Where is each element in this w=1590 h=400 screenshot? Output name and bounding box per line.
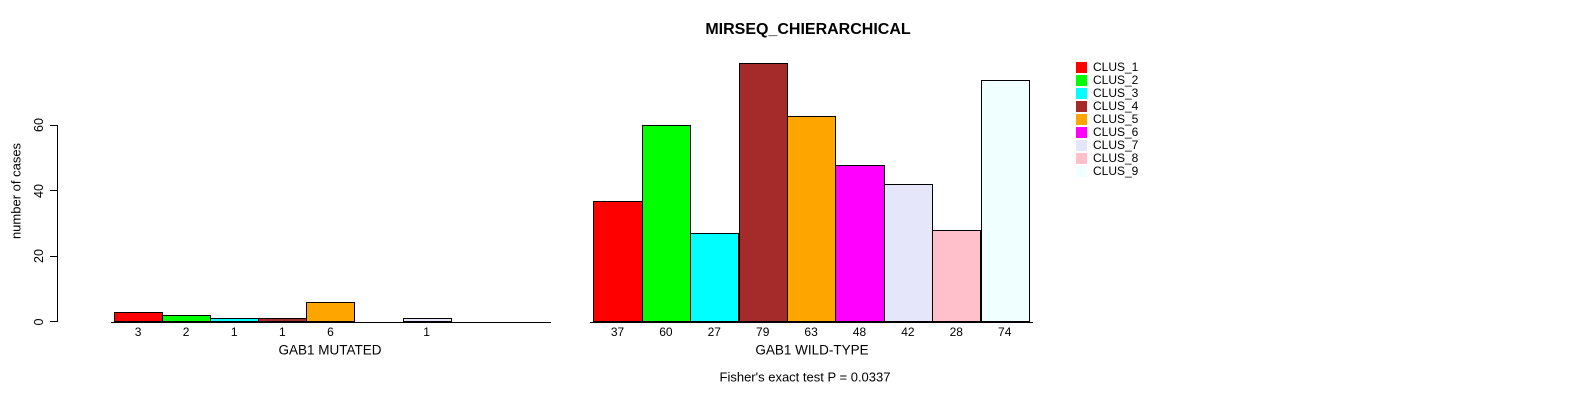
- legend-item: CLUS_3: [1076, 87, 1138, 100]
- bar-clus_1-mutated: [114, 311, 164, 323]
- bar-clus_5-mutated: [306, 301, 356, 323]
- bar-value-label: 2: [182, 325, 190, 339]
- legend-item-label: CLUS_3: [1093, 86, 1139, 100]
- bar-clus_8-wildtype: [932, 230, 982, 323]
- legend-item-label: CLUS_8: [1093, 151, 1139, 165]
- y-axis-line: [57, 125, 58, 322]
- legend-item-label: CLUS_6: [1093, 125, 1139, 139]
- legend-color-swatch: [1076, 114, 1087, 125]
- legend-item: CLUS_2: [1076, 74, 1138, 87]
- y-axis-label: number of cases: [8, 142, 24, 240]
- legend-color-swatch: [1076, 75, 1087, 86]
- bar-value-label: 1: [423, 325, 430, 339]
- legend-item-label: CLUS_1: [1093, 60, 1139, 74]
- bar-value-label: 60: [659, 325, 673, 339]
- legend-item: CLUS_1: [1076, 61, 1138, 74]
- legend-color-swatch: [1076, 88, 1087, 99]
- y-axis-tick: [50, 255, 57, 257]
- legend-color-swatch: [1076, 153, 1087, 164]
- bar-clus_6-wildtype: [835, 164, 885, 323]
- y-axis-tick: [50, 124, 57, 126]
- legend-item: CLUS_6: [1076, 126, 1138, 139]
- bar-value-label: 42: [901, 325, 915, 339]
- bar-value-label: 6: [327, 325, 334, 339]
- bar-value-label: 63: [804, 325, 818, 339]
- bar-clus_7-wildtype: [883, 184, 934, 323]
- y-axis-tick: [50, 190, 57, 192]
- legend-color-swatch: [1076, 101, 1087, 112]
- legend-item-label: CLUS_7: [1093, 138, 1139, 152]
- legend-color-swatch: [1076, 127, 1087, 138]
- bar-value-label: 1: [230, 325, 238, 339]
- chart-title: MIRSEQ_CHIERARCHICAL: [705, 21, 911, 38]
- bar-value-label: 79: [756, 325, 770, 339]
- x-axis-title-mutated: GAB1 MUTATED: [278, 342, 382, 358]
- y-axis-tick-label: 20: [32, 249, 46, 264]
- bar-value-label: 48: [852, 325, 867, 339]
- fisher-test-label: Fisher's exact test P = 0.0337: [719, 369, 891, 385]
- legend-color-swatch: [1076, 62, 1087, 73]
- bar-clus_4-mutated: [258, 318, 308, 323]
- legend-item: CLUS_4: [1076, 100, 1138, 113]
- legend-color-swatch: [1076, 166, 1087, 177]
- bar-clus_2-mutated: [162, 314, 212, 323]
- bar-clus_3-mutated: [210, 318, 260, 323]
- legend-item-label: CLUS_5: [1093, 112, 1139, 126]
- legend-item-label: CLUS_4: [1093, 99, 1139, 113]
- legend: CLUS_1 CLUS_2 CLUS_3 CLUS_4 CLUS_5 CLUS_6 CLUS…: [1076, 61, 1138, 178]
- legend-item-label: CLUS_9: [1093, 164, 1139, 178]
- y-axis-tick: [50, 321, 57, 322]
- legend-item: CLUS_8: [1076, 152, 1138, 165]
- bar-clus_3-wildtype: [690, 233, 740, 323]
- bar-value-label: 28: [949, 325, 963, 339]
- bar-clus_9-wildtype: [980, 79, 1030, 323]
- legend-item: CLUS_7: [1076, 139, 1138, 152]
- bar-value-label: 74: [998, 325, 1012, 339]
- bar-value-label: 3: [134, 325, 142, 339]
- bar-clus_5-wildtype: [786, 115, 837, 323]
- bar-clus_7-mutated: [402, 318, 452, 323]
- x-axis-title-wildtype: GAB1 WILD-TYPE: [755, 342, 869, 358]
- legend-color-swatch: [1076, 140, 1087, 151]
- y-axis-tick-label: 40: [32, 183, 46, 198]
- bar-value-label: 37: [610, 325, 625, 339]
- legend-item-label: CLUS_2: [1093, 73, 1139, 87]
- bar-value-label: 1: [279, 325, 286, 339]
- legend-item: CLUS_5: [1076, 113, 1138, 126]
- y-axis-tick-label: 0: [32, 318, 46, 325]
- bar-clus_4-wildtype: [738, 63, 788, 323]
- legend-item: CLUS_9: [1076, 165, 1138, 178]
- bar-clus_1-wildtype: [593, 200, 643, 323]
- y-axis-tick-label: 60: [32, 118, 46, 133]
- bar-clus_2-wildtype: [641, 125, 692, 323]
- bar-value-label: 27: [707, 325, 721, 339]
